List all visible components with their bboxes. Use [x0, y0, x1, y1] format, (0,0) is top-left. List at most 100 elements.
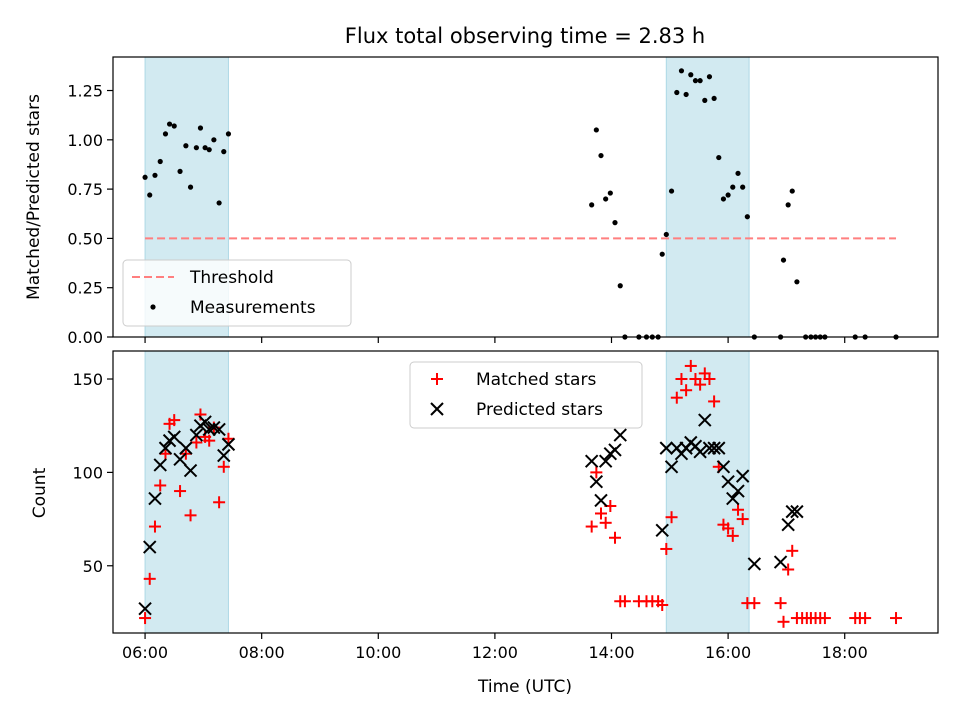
legend-threshold-label: Threshold	[189, 268, 274, 288]
measurement-point	[193, 145, 199, 151]
matched-star-point	[595, 507, 608, 520]
measurement-point	[603, 196, 609, 202]
measurement-point	[794, 279, 800, 285]
x-tick-label: 16:00	[705, 643, 751, 662]
measurement-point	[740, 184, 746, 190]
matched-star-point	[722, 522, 735, 535]
matched-star-point	[184, 509, 197, 522]
matched-star-point	[777, 615, 790, 628]
matched-star-point	[684, 359, 697, 372]
measurement-point	[711, 95, 717, 102]
predicted-star-point	[217, 448, 231, 463]
predicted-star-point	[726, 491, 740, 506]
predicted-star-point	[664, 460, 679, 474]
measurement-point	[142, 174, 148, 180]
x-tick-label: 10:00	[355, 643, 401, 662]
measurement-point	[225, 131, 232, 137]
measurement-point	[659, 251, 665, 257]
top-panel: 0.00 0.25 0.50 0.75 1.00 1.25 Matched/Predict…	[24, 56, 939, 347]
bottom-y-ticks: 50 100 150	[72, 370, 113, 576]
bottom-panel: 06:00 08:00 10:00 12:00 14:00 16:00 18:00 50 10…	[30, 350, 939, 697]
matched-star-point	[656, 598, 669, 611]
y-tick-label: 0.00	[67, 328, 103, 347]
x-tick-label: 18:00	[822, 643, 868, 662]
measurement-point	[716, 154, 722, 161]
predicted-star-point	[598, 454, 613, 468]
x-axis-label: Time (UTC)	[477, 677, 572, 697]
predicted-star-point	[735, 469, 750, 483]
measurement-point	[612, 220, 618, 226]
predicted-star-point	[731, 484, 745, 498]
measurement-point	[720, 196, 727, 202]
measurement-point	[674, 89, 680, 96]
predicted-star-point	[655, 523, 669, 537]
measurement-point	[730, 184, 736, 190]
predicted-star-point	[212, 422, 226, 437]
matched-star-point	[665, 511, 678, 524]
y-tick-label: 150	[72, 370, 103, 389]
legend-measurements-label: Measurements	[190, 298, 316, 318]
top-plot-frame	[112, 56, 939, 338]
measurement-point	[735, 170, 741, 176]
legend-predicted-swatch	[430, 402, 444, 416]
measurement-point	[147, 192, 153, 198]
measurement-point	[211, 137, 217, 143]
bottom-y-axis-label: Count	[30, 467, 50, 518]
matched-star-point	[786, 544, 799, 557]
matched-stars-points	[139, 359, 903, 628]
predicted-star-point	[790, 504, 804, 519]
predicted-star-point	[167, 430, 181, 444]
x-tick-label: 08:00	[239, 643, 285, 662]
matched-star-point	[203, 434, 216, 447]
matched-star-point	[168, 414, 181, 427]
measurement-point	[171, 123, 177, 129]
matched-star-point	[818, 612, 831, 625]
measurement-point	[692, 78, 699, 84]
predicted-star-point	[183, 463, 198, 478]
measurement-point	[162, 131, 169, 137]
matched-star-point	[154, 479, 167, 492]
matched-star-point	[703, 373, 716, 386]
predicted-star-point	[189, 428, 204, 442]
matched-star-point	[732, 503, 745, 516]
measurement-point	[706, 74, 713, 80]
matched-star-point	[859, 612, 872, 625]
matched-star-point	[774, 597, 787, 610]
y-tick-label: 0.25	[67, 279, 103, 298]
matched-star-point	[782, 563, 795, 576]
predicted-star-point	[589, 475, 604, 489]
bottom-plot-frame	[112, 350, 939, 634]
predicted-star-point	[179, 441, 193, 455]
matched-star-point	[670, 391, 683, 404]
shaded-span	[665, 56, 750, 338]
chart-title: Flux total observing time = 2.83 h	[345, 24, 705, 48]
measurement-point	[607, 190, 613, 196]
matched-star-point	[217, 460, 230, 473]
measurement-point	[221, 149, 227, 155]
matched-star-point	[599, 516, 612, 529]
matched-star-point	[748, 597, 761, 610]
measurement-point	[206, 147, 212, 153]
predicted-star-point	[781, 517, 795, 532]
legend-predicted-label: Predicted stars	[476, 400, 603, 420]
top-y-ticks: 0.00 0.25 0.50 0.75 1.00 1.25	[67, 82, 113, 347]
matched-star-point	[213, 496, 226, 509]
measurement-point	[617, 283, 623, 289]
predicted-star-point	[158, 441, 173, 455]
matched-star-point	[726, 529, 739, 542]
measurement-point	[177, 168, 183, 174]
predicted-star-point	[613, 428, 627, 442]
measurement-point	[202, 145, 208, 151]
measurement-point	[789, 188, 795, 194]
measurement-point	[725, 192, 731, 198]
measurement-point	[668, 188, 675, 194]
measurement-point	[166, 121, 173, 127]
shaded-span	[144, 350, 229, 634]
matched-star-point	[143, 572, 156, 585]
predicted-star-point	[698, 413, 712, 427]
predicted-star-point	[712, 441, 726, 455]
y-tick-label: 50	[83, 557, 103, 576]
legend-matched-swatch	[431, 373, 443, 385]
measurement-point	[697, 78, 703, 84]
matched-star-point	[190, 436, 203, 449]
